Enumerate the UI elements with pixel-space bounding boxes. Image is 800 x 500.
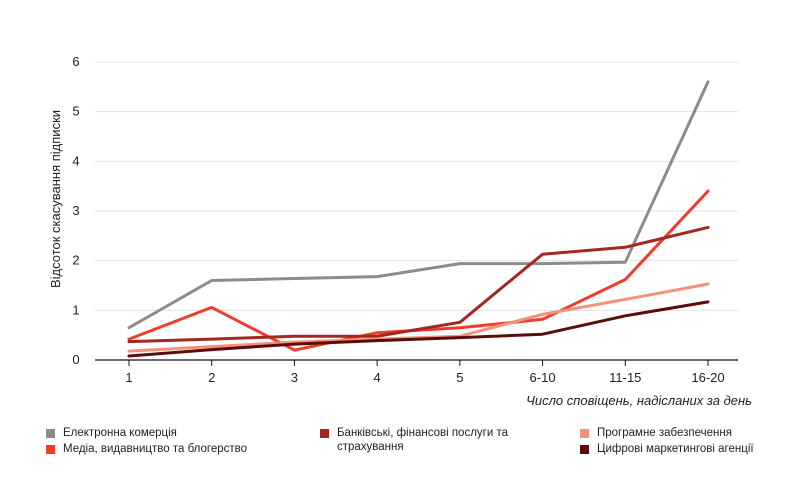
legend-item: Цифрові маркетингові агенції (580, 442, 754, 456)
x-tick-label: 5 (456, 370, 463, 385)
x-tick-label: 3 (291, 370, 298, 385)
x-tick-label: 11-15 (609, 370, 641, 385)
x-tick-label: 4 (374, 370, 381, 385)
series-line-0 (127, 80, 710, 330)
legend-label: Програмне забезпечення (597, 427, 732, 439)
legend-swatch (580, 445, 589, 454)
legend: Електронна комерція Медіа, видавництво та… (46, 424, 766, 484)
y-tick-label: 5 (72, 104, 79, 119)
legend-label: Банківські, фінансові послуги та страхув… (337, 427, 509, 453)
y-tick-label: 3 (72, 203, 79, 218)
series-line-2 (127, 225, 710, 344)
y-tick-label: 1 (72, 302, 79, 317)
legend-item: Програмне забезпечення (580, 426, 732, 440)
x-axis-title: Число сповіщень, надісланих за день (526, 393, 752, 408)
y-tick-label: 0 (72, 352, 79, 367)
x-tick-label: 6-10 (530, 370, 556, 385)
axes: 0 1 2 3 4 5 6 1 2 3 4 5 6-10 11-15 16-20 (72, 54, 738, 385)
legend-label: Медіа, видавництво та блогерство (63, 443, 248, 455)
series-line-4 (127, 300, 710, 358)
x-tick-label: 2 (208, 370, 215, 385)
legend-swatch (320, 429, 329, 438)
legend-label: Електронна комерція (63, 427, 177, 439)
y-tick-label: 6 (72, 54, 79, 69)
y-tick-label: 2 (72, 253, 79, 268)
series-lines (127, 80, 710, 358)
legend-swatch (580, 429, 589, 438)
x-tick-label: 16-20 (691, 370, 724, 385)
x-tick-label: 1 (125, 370, 132, 385)
grid (95, 61, 738, 311)
y-axis-title: Відсоток скасування підписки (48, 110, 63, 288)
y-tick-label: 4 (72, 153, 79, 168)
legend-item: Банківські, фінансові послуги та страхув… (320, 426, 530, 454)
legend-swatch (46, 445, 55, 454)
legend-item: Електронна комерція (46, 426, 177, 440)
legend-label: Цифрові маркетингові агенції (597, 443, 754, 455)
line-chart: 0 1 2 3 4 5 6 1 2 3 4 5 6-10 11-15 16-20 Відсоток скас… (48, 54, 752, 408)
legend-swatch (46, 429, 55, 438)
legend-item: Медіа, видавництво та блогерство (46, 442, 247, 456)
